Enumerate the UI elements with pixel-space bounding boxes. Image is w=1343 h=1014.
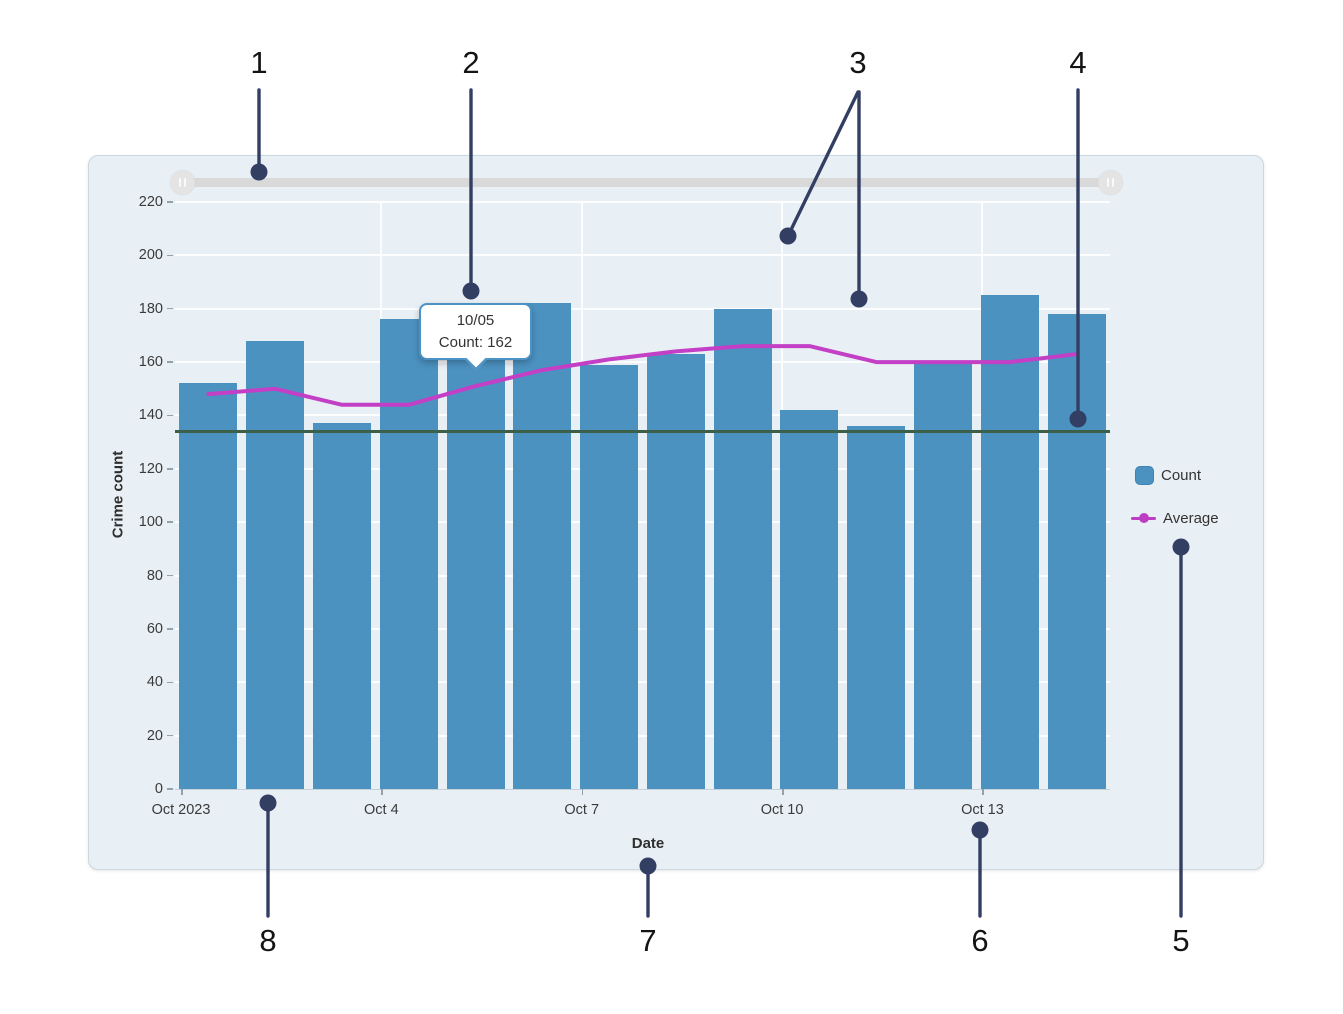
callout-6-label: 6 (971, 923, 989, 958)
bar-10/11[interactable] (847, 426, 906, 789)
y-axis-tick (167, 201, 173, 203)
callout-1-label: 1 (250, 45, 268, 80)
y-axis-tick-label: 0 (154, 781, 163, 797)
x-axis-title: Date (631, 835, 665, 852)
bar-10/02[interactable] (246, 340, 305, 789)
bar-10/06[interactable] (513, 303, 572, 789)
callout-8-label: 8 (259, 923, 277, 958)
bar-10/13[interactable] (980, 295, 1039, 789)
bar-10/10[interactable] (780, 410, 839, 789)
gridline-h (175, 734, 1110, 737)
scrollbar-right-handle[interactable] (1098, 170, 1123, 195)
y-axis-tick (167, 254, 173, 257)
scrollbar-left-handle[interactable] (170, 170, 195, 195)
average-line-icon (1131, 509, 1156, 527)
y-axis-tick-label: 140 (138, 407, 163, 424)
bar-10/12[interactable] (914, 362, 973, 789)
gridline-h (175, 201, 1110, 203)
count-swatch-icon (1135, 465, 1154, 485)
y-axis-tick (167, 788, 173, 790)
bar-10/01[interactable] (179, 383, 238, 789)
bar-10/07[interactable] (580, 364, 639, 789)
gridline-h (175, 307, 1110, 310)
y-axis-title: Crime count (109, 450, 127, 539)
gridline-h (175, 627, 1110, 630)
legend-item-average[interactable]: Average (1128, 509, 1219, 527)
grip-icon (1112, 178, 1114, 187)
tooltip: 10/05 Count: 162 (419, 303, 532, 371)
guide-line (175, 430, 1110, 433)
x-axis-tick-label: Oct 4 (364, 802, 399, 818)
y-axis-tick (167, 361, 173, 363)
y-axis-tick (167, 414, 173, 417)
legend-count-label: Count (1161, 466, 1202, 484)
y-axis-tick-label: 60 (146, 620, 163, 637)
gridline-h (175, 414, 1110, 417)
callout-2-label: 2 (462, 45, 480, 80)
callout-3-label: 3 (849, 45, 867, 80)
gridline-h (175, 574, 1110, 577)
x-axis-tick-label: Oct 2023 (151, 802, 211, 818)
y-axis-tick (167, 521, 173, 523)
y-axis-tick (167, 681, 173, 684)
x-axis-tick (181, 789, 183, 795)
y-axis-tick-label: 100 (138, 514, 163, 531)
gridline-h (175, 521, 1110, 524)
legend-item-count[interactable]: Count (1128, 465, 1202, 485)
bar-10/09[interactable] (713, 308, 772, 789)
y-axis-tick (167, 628, 173, 630)
gridline-h (175, 681, 1110, 684)
y-axis-tick-label: 220 (138, 194, 163, 210)
y-axis-tick-label: 40 (146, 674, 163, 691)
tooltip-date: 10/05 (456, 311, 495, 329)
x-axis-tick-label: Oct 13 (961, 802, 1004, 818)
bar-10/05[interactable] (446, 356, 505, 789)
bar-10/04[interactable] (379, 319, 438, 789)
y-axis-tick-label: 120 (138, 460, 163, 477)
grip-icon (1107, 178, 1109, 187)
x-axis-tick-label: Oct 10 (760, 802, 804, 818)
legend-average-label: Average (1163, 509, 1219, 527)
x-axis-tick-label: Oct 7 (564, 802, 600, 818)
y-axis-tick-label: 160 (138, 354, 163, 371)
y-axis-tick (167, 574, 173, 577)
y-axis-tick (167, 734, 173, 737)
bar-10/08[interactable] (646, 354, 705, 789)
y-axis-tick-label: 200 (138, 247, 163, 264)
x-axis-tick (982, 789, 984, 795)
callout-5-label: 5 (1172, 923, 1190, 958)
x-axis-tick (581, 789, 584, 795)
gridline-h (175, 467, 1110, 470)
callout-4-label: 4 (1069, 45, 1087, 80)
y-axis-tick (167, 468, 173, 470)
grip-icon (184, 178, 186, 187)
x-axis-tick (782, 789, 784, 795)
x-axis-line (175, 789, 1110, 790)
callout-7-label: 7 (639, 923, 657, 958)
grip-icon (179, 178, 181, 187)
bar-10/03[interactable] (312, 423, 371, 789)
scrollbar-track[interactable] (182, 178, 1112, 187)
x-axis-tick (381, 789, 383, 795)
gridline-h (175, 254, 1110, 257)
y-axis-tick-label: 80 (146, 567, 163, 584)
y-axis-tick-label: 180 (138, 300, 163, 317)
y-axis-tick (167, 307, 173, 310)
bar-10/14[interactable] (1047, 314, 1106, 789)
average-line-dot-icon (1138, 513, 1149, 523)
y-axis-tick-label: 20 (146, 727, 163, 744)
